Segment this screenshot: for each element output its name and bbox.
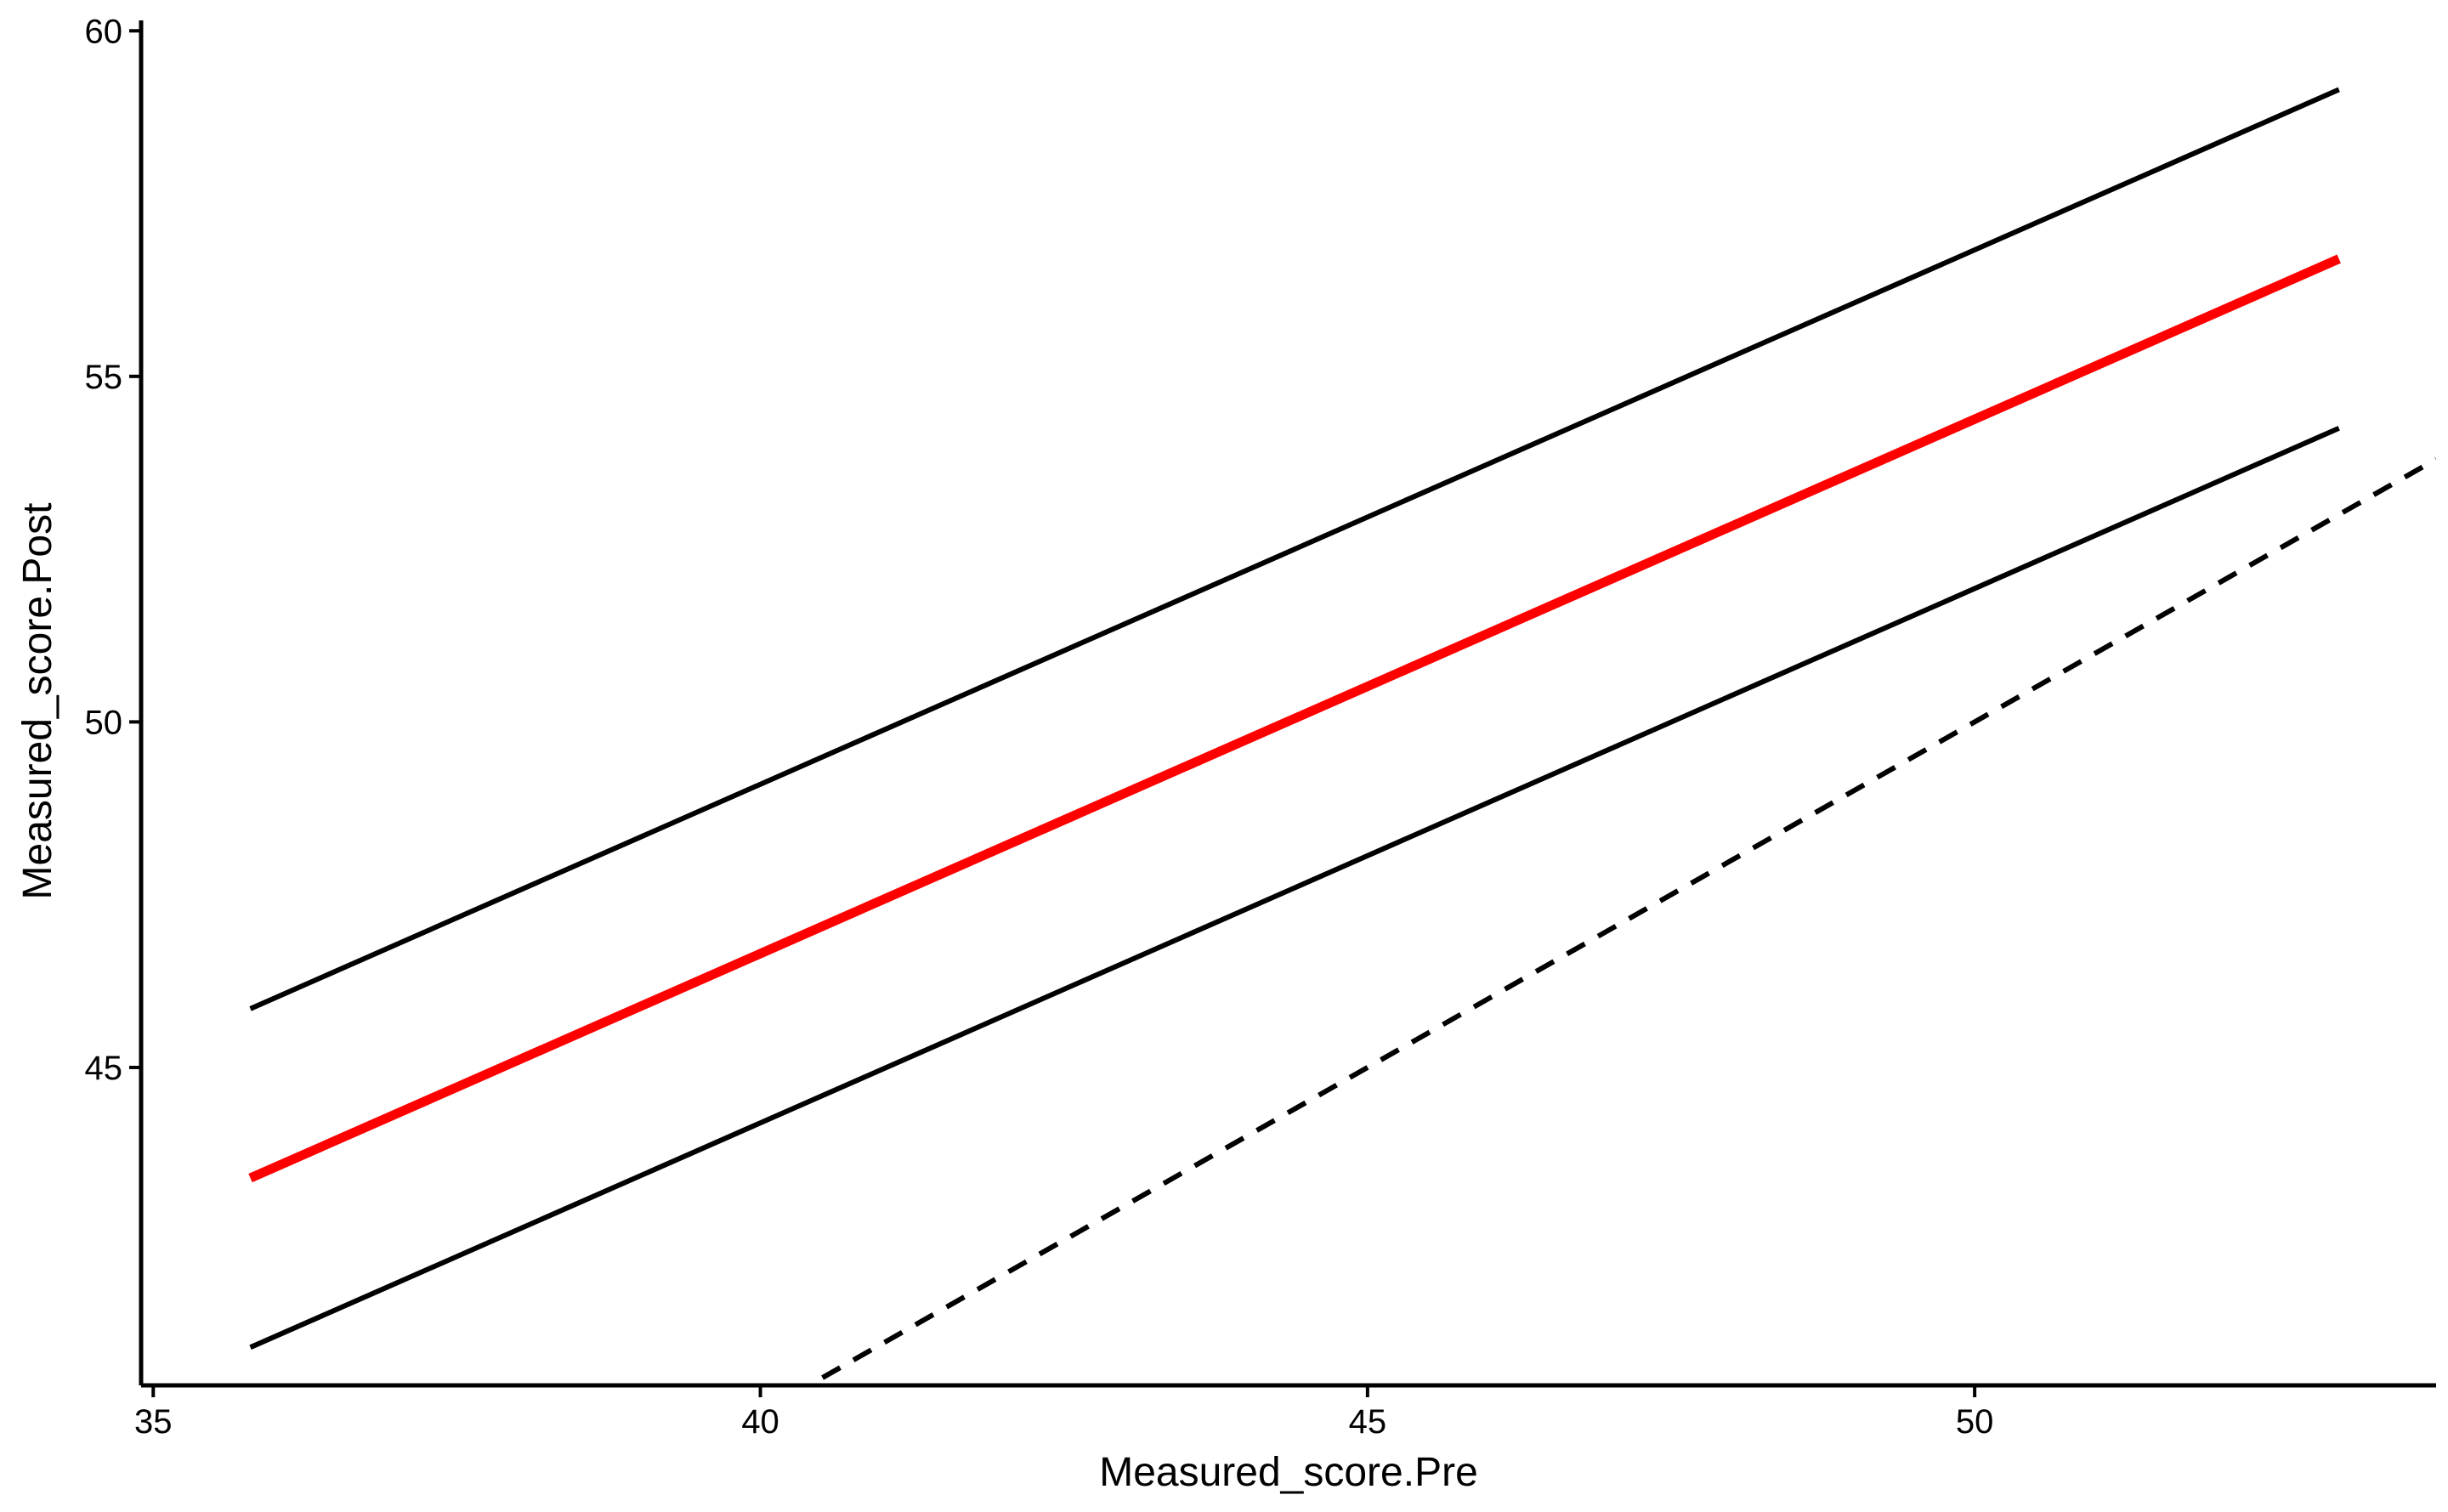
y-axis-label: Measured_score.Post <box>15 503 60 900</box>
x-axis-label: Measured_score.Pre <box>1099 1450 1478 1495</box>
y-tick-label-50: 50 <box>85 704 123 741</box>
y-tick-label-45: 45 <box>85 1050 123 1087</box>
x-tick-label-50: 50 <box>1956 1403 1994 1441</box>
series-line-1 <box>249 87 2340 1011</box>
series-layer <box>248 87 2436 1385</box>
x-tick-label-40: 40 <box>741 1403 779 1441</box>
ticks-layer: 35 40 45 50 45 50 55 60 <box>85 13 1994 1441</box>
x-tick-label-45: 45 <box>1349 1403 1387 1441</box>
y-tick-label-60: 60 <box>85 13 123 50</box>
series-line-3 <box>249 426 2340 1351</box>
series-line-2 <box>248 254 2341 1183</box>
y-tick-label-55: 55 <box>85 359 123 396</box>
x-tick-label-35: 35 <box>134 1403 173 1441</box>
series-line-4 <box>803 456 2436 1385</box>
